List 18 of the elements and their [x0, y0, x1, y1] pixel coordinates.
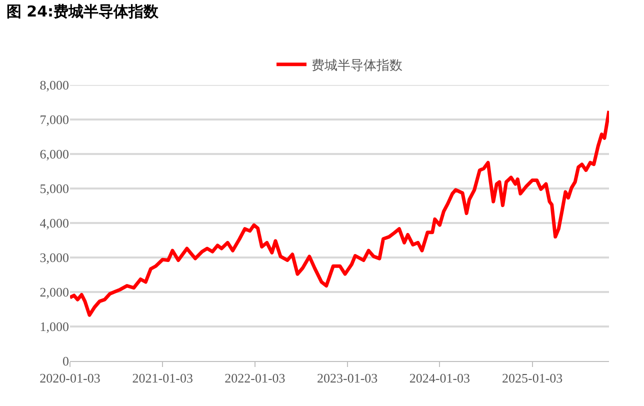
x-tick-label: 2022-01-03: [224, 370, 286, 386]
y-tick-label: 3,000: [40, 250, 69, 266]
x-tick-label: 2025-01-03: [502, 370, 563, 386]
line-series: [70, 109, 609, 317]
x-tick-label: 2023-01-03: [317, 370, 378, 386]
y-tick-label: 2,000: [40, 284, 69, 300]
x-tick-label: 2020-01-03: [40, 370, 100, 386]
y-tick-label: 8,000: [40, 78, 69, 93]
legend-label: 费城半导体指数: [312, 58, 402, 74]
x-tick-label: 2024-01-03: [409, 370, 470, 386]
y-tick-label: 7,000: [40, 112, 69, 128]
chart-title: 图 24:费城半导体指数: [6, 2, 160, 21]
y-tick-label: 5,000: [40, 181, 69, 196]
y-tick-label: 1,000: [40, 319, 69, 334]
y-tick-label: 6,000: [40, 146, 69, 162]
y-tick-label: 0: [62, 354, 69, 369]
y-tick-label: 4,000: [40, 216, 69, 231]
x-tick-label: 2021-01-03: [132, 370, 193, 386]
